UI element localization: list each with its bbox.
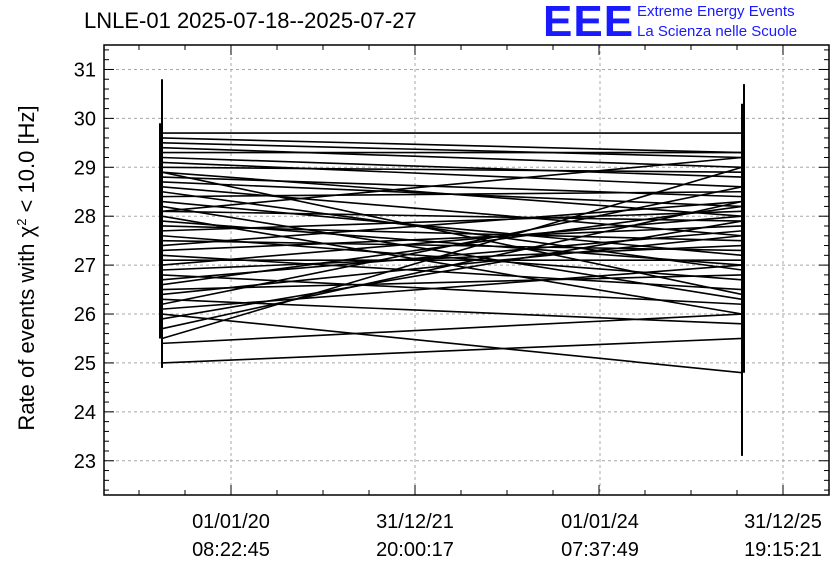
series-line [161, 186, 743, 237]
logo-text-line2: La Scienza nelle Scuole [637, 23, 798, 40]
series-line [161, 146, 743, 169]
chart-title: LNLE-01 2025-07-18--2025-07-27 [84, 8, 417, 33]
series-line [161, 200, 743, 257]
logo-text-line1: Extreme Energy Events [637, 3, 795, 20]
x-tick-label-date: 31/12/21 [376, 511, 454, 533]
series-line [161, 161, 743, 188]
y-tick-label: 25 [74, 353, 96, 375]
x-tick-label-time: 19:15:21 [744, 539, 822, 561]
series-line [161, 254, 743, 291]
series-line [161, 313, 743, 345]
y-tick-label: 27 [74, 255, 96, 277]
plot-frame [103, 44, 830, 496]
series-line [161, 274, 743, 306]
x-tick-label-date: 31/12/25 [744, 511, 822, 533]
series-line [161, 220, 743, 320]
series-line [161, 142, 743, 159]
series-line [161, 264, 743, 310]
y-tick-label: 31 [74, 59, 96, 81]
series-line [161, 337, 743, 364]
series-line [161, 176, 743, 198]
x-tick-label-date: 01/01/24 [561, 511, 639, 533]
series-line [161, 225, 743, 252]
series-line [161, 298, 743, 325]
series-line [161, 186, 743, 306]
series-line [161, 215, 743, 266]
series-line [161, 137, 743, 154]
y-tick-label: 24 [74, 402, 96, 424]
x-tick-label-time: 08:22:45 [192, 539, 270, 561]
y-tick-label: 30 [74, 108, 96, 130]
y-tick-label: 23 [74, 451, 96, 473]
x-tick-label-time: 20:00:17 [376, 539, 454, 561]
series-line [161, 166, 743, 340]
eee-logo: EEE [543, 0, 635, 46]
series-line [161, 190, 743, 198]
series-line [161, 190, 743, 271]
series-line [161, 244, 743, 271]
x-tick-label-time: 07:37:49 [561, 539, 639, 561]
series-line [161, 171, 743, 296]
series-line [161, 274, 743, 291]
series-line [161, 166, 743, 173]
y-tick-label: 26 [74, 304, 96, 326]
series-line [161, 156, 743, 213]
series-line [161, 210, 743, 232]
series-line [161, 313, 743, 374]
series-line [161, 200, 743, 247]
y-tick-label: 28 [74, 206, 96, 228]
series-line [161, 200, 743, 330]
y-tick-label: 29 [74, 157, 96, 179]
series-line [161, 156, 743, 178]
x-tick-label-date: 01/01/20 [192, 511, 270, 533]
